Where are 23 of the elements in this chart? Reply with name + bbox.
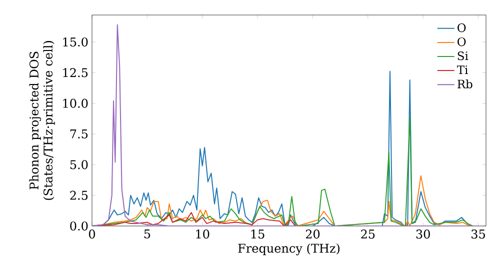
- x-tick-label: 5: [144, 230, 150, 238]
- y-tick-label: 2.5: [70, 190, 88, 200]
- line-series: [92, 24, 479, 226]
- legend-label: Si: [458, 51, 468, 60]
- x-tick-label: 15: [251, 230, 264, 239]
- y-tick-label: 7.5: [70, 130, 88, 138]
- y-axis-title: Phonon projected DOS (States/THz·primitive cell): [29, 41, 55, 200]
- legend-label: O: [458, 23, 466, 32]
- y-tick-label: 15.0: [63, 37, 88, 47]
- x-tick-label: 20: [306, 230, 320, 239]
- x-tick-label: 25: [361, 230, 375, 239]
- legend-label: Rb: [458, 79, 472, 88]
- y-tick-label: 10.0: [63, 98, 88, 108]
- x-axis-title: Frequency (THz): [238, 243, 340, 256]
- x-tick-label: 0: [88, 230, 96, 239]
- legend-label: O: [458, 37, 466, 46]
- x-tick-label: 10: [196, 230, 210, 239]
- x-tick-label: 30: [416, 230, 430, 239]
- legend-label: Ti: [457, 66, 468, 74]
- x-tick-label: 35: [472, 230, 485, 239]
- y-tick-label: 0.0: [70, 221, 88, 231]
- y-tick-label: 5.0: [70, 160, 88, 170]
- y-tick-label: 12.5: [63, 68, 88, 78]
